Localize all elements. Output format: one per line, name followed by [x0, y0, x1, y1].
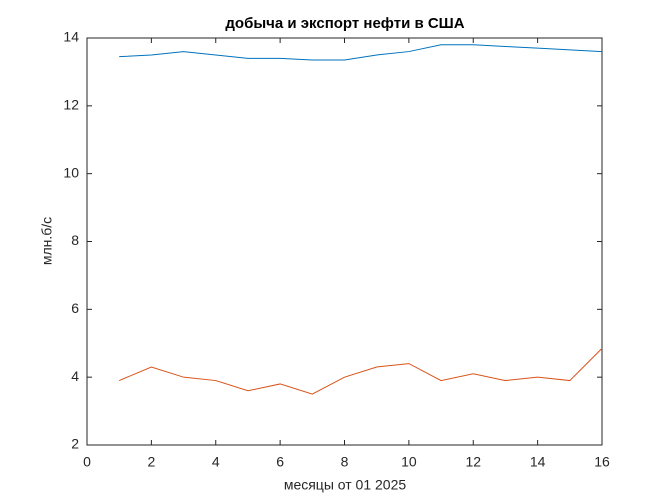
x-tick-label: 8	[341, 454, 349, 470]
y-tick-label: 14	[63, 29, 79, 45]
x-tick-label: 14	[530, 454, 546, 470]
y-tick-label: 8	[71, 232, 79, 248]
line-series	[118, 347, 603, 395]
y-tick-label: 12	[63, 97, 79, 113]
x-tick-label: 12	[465, 454, 481, 470]
y-tick-label: 2	[71, 436, 79, 452]
x-tick-label: 10	[401, 454, 417, 470]
y-tick-label: 4	[71, 368, 79, 384]
y-tick-label: 10	[63, 164, 79, 180]
x-axis-label: месяцы от 01 2025	[284, 477, 407, 493]
y-tick-label: 6	[71, 300, 79, 316]
x-tick-label: 0	[83, 454, 91, 470]
line-series	[119, 44, 603, 61]
x-tick-label: 4	[212, 454, 220, 470]
chart-title: добыча и экспорт нефти в США	[225, 15, 464, 32]
y-axis-label: млн.б/с	[39, 217, 55, 265]
x-tick-label: 6	[276, 454, 284, 470]
x-tick-label: 2	[147, 454, 155, 470]
x-tick-label: 16	[594, 454, 610, 470]
